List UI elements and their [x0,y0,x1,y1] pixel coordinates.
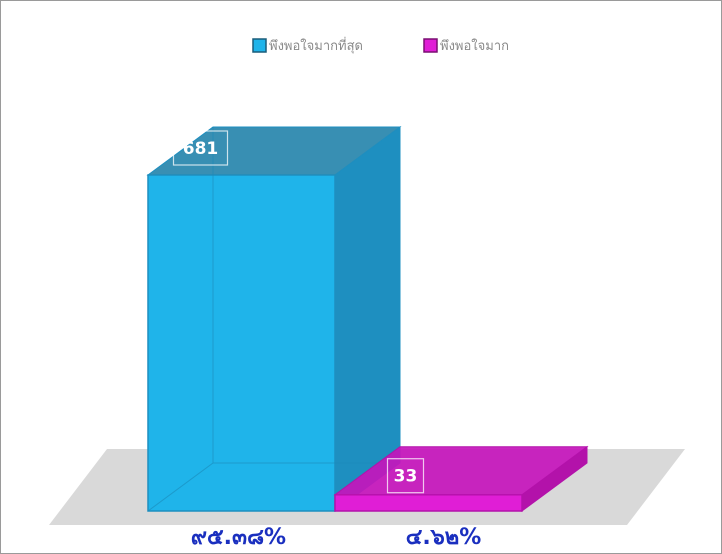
percent-label-2: ๔.๖๒% [406,525,482,550]
legend: พึงพอใจมากที่สุด พึงพอใจมาก [252,37,509,54]
bar-2-front-face [334,493,523,512]
data-label-1-text: 681 [183,139,219,159]
legend-swatch-1 [252,38,267,53]
percent-label-1: ๙๕.๓๘% [191,525,286,550]
bar-1 [146,126,402,512]
data-label-2-box [386,458,425,494]
legend-label-1: พึงพอใจมากที่สุด [269,37,363,54]
data-label-1: 681 [172,130,229,166]
legend-label-2: พึงพอใจมาก [440,38,509,54]
legend-swatch-2 [423,38,438,53]
bar-1-front-face [147,174,336,512]
legend-item-1: พึงพอใจมากที่สุด [252,37,363,54]
bar-1-top-face [146,126,402,176]
data-label-1-box [172,130,229,166]
data-label-2: 33 [386,458,425,494]
legend-item-2: พึงพอใจมาก [423,38,509,54]
data-label-2-text: 33 [394,467,418,487]
bar-1-hidden-edges [147,127,400,512]
